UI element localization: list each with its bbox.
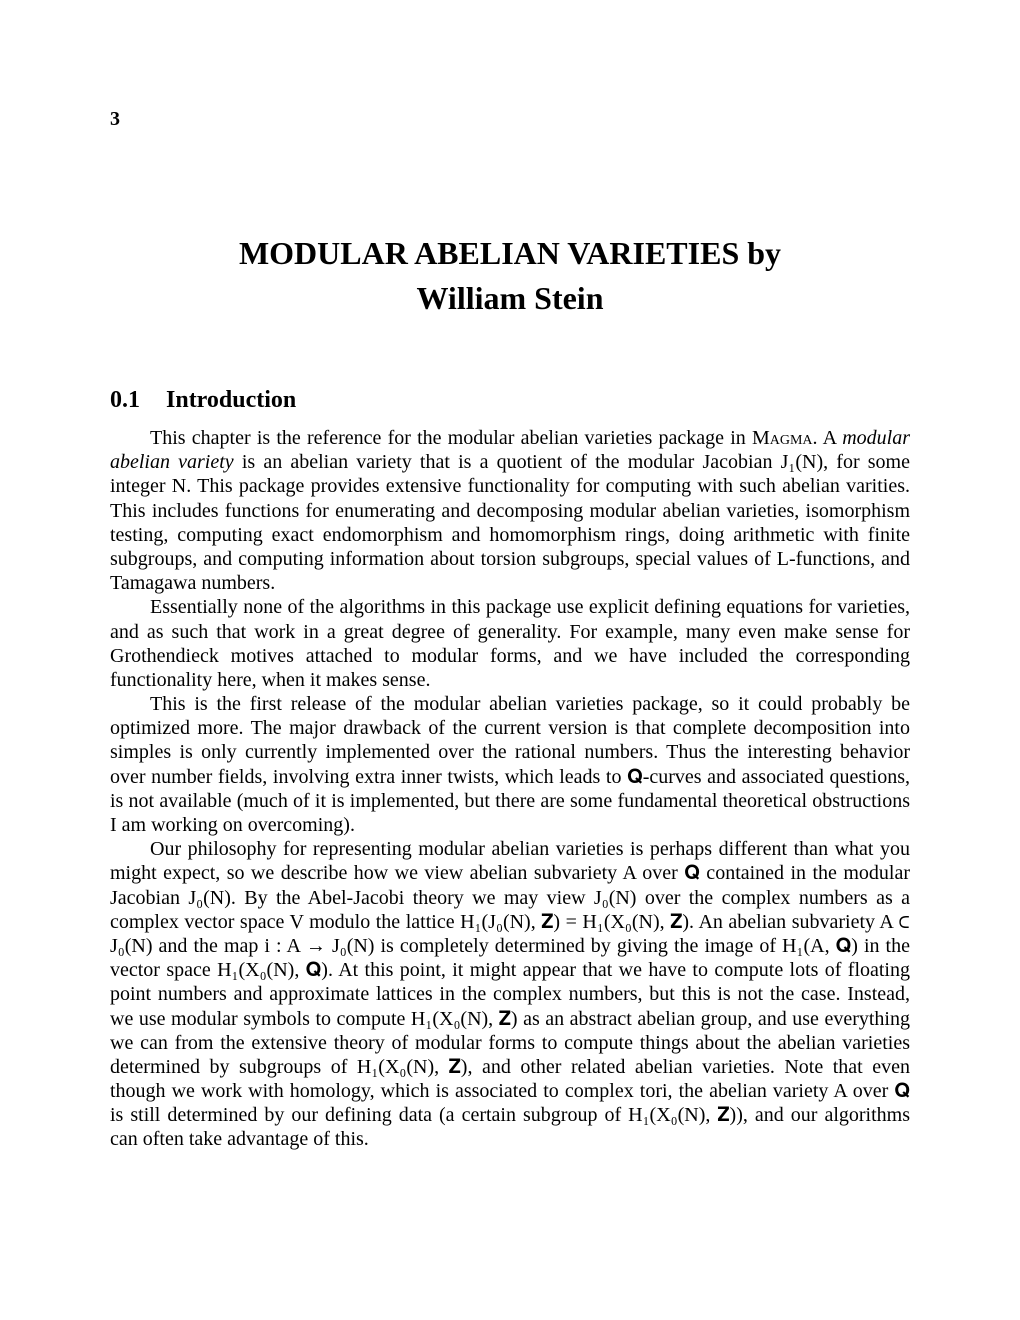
- section-number: 0.1: [110, 387, 140, 413]
- document-title: MODULAR ABELIAN VARIETIES by: [110, 235, 910, 272]
- paragraph-4: Our philosophy for representing modular …: [110, 837, 910, 1151]
- section-heading: 0.1 Introduction: [110, 387, 910, 414]
- document-author: William Stein: [110, 280, 910, 317]
- p1-text-a: This chapter is the reference for the mo…: [150, 427, 752, 449]
- paragraph-1: This chapter is the reference for the mo…: [110, 426, 910, 595]
- page-container: 3 MODULAR ABELIAN VARIETIES by William S…: [0, 0, 1020, 1320]
- paragraph-2: Essentially none of the algorithms in th…: [110, 595, 910, 692]
- paragraph-3: This is the first release of the modular…: [110, 692, 910, 837]
- p1-magma: Magma: [752, 427, 813, 449]
- p1-text-b: . A: [813, 427, 843, 449]
- section-title: Introduction: [166, 387, 296, 413]
- page-number: 3: [110, 108, 120, 131]
